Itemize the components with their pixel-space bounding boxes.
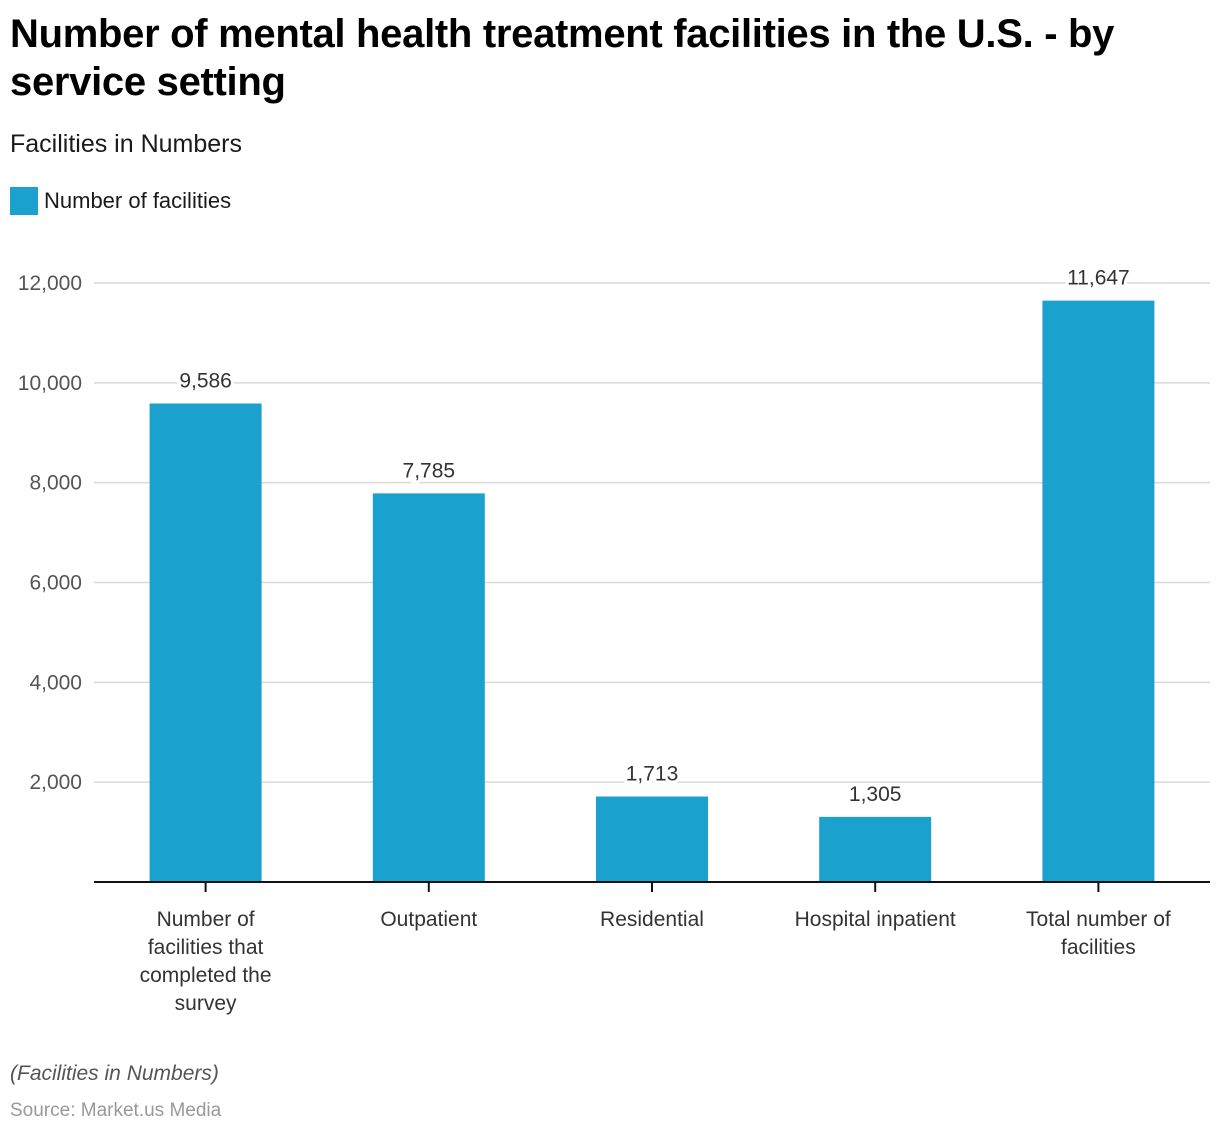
data-label: 7,785 [403, 459, 456, 482]
chart-source: Source: Market.us Media [10, 1100, 222, 1121]
y-tick-label: 4,000 [29, 671, 82, 694]
x-tick-label-line: Residential [600, 908, 704, 931]
data-label: 1,305 [849, 783, 902, 806]
bar [149, 403, 262, 882]
x-tick-label-line: facilities that [148, 936, 264, 959]
bar [372, 493, 485, 882]
data-label: 1,713 [626, 762, 679, 785]
x-tick-label-line: Hospital inpatient [795, 908, 956, 931]
bar [596, 796, 708, 882]
bar-chart: 2,000 4,000 6,000 8,000 10,000 12,000 9,586 7,7… [17, 266, 1210, 1015]
x-tick-label: Residential [600, 908, 704, 931]
chart-note: (Facilities in Numbers) [10, 1062, 219, 1085]
y-tick-label: 8,000 [29, 472, 82, 495]
bar [1042, 300, 1155, 882]
chart-subtitle: Facilities in Numbers [10, 130, 243, 158]
legend-label: Number of facilities [44, 188, 232, 213]
x-tick-label: Number of facilities that completed the sur… [140, 908, 272, 1015]
x-tick-label: Hospital inpatient [795, 908, 956, 931]
legend: Number of facilities [10, 187, 231, 215]
y-tick-label: 6,000 [29, 572, 82, 595]
legend-swatch [10, 187, 38, 215]
bar [819, 816, 932, 882]
x-tick-label-line: Total number of [1026, 908, 1171, 931]
x-tick-label-line: Number of [157, 908, 255, 931]
x-tick-label: Total number of facilities [1026, 908, 1171, 959]
y-tick-label: 2,000 [29, 771, 82, 794]
data-label: 11,647 [1067, 267, 1130, 290]
x-tick-label: Outpatient [380, 908, 477, 931]
chart-title: Number of mental health treatment facili… [10, 12, 1115, 104]
x-tick-label-line: Outpatient [380, 908, 477, 931]
y-tick-label: 12,000 [18, 272, 82, 295]
x-tick-label-line: survey [175, 992, 237, 1015]
data-label: 9,586 [179, 369, 232, 392]
y-tick-label: 10,000 [18, 372, 82, 395]
x-tick-label-line: completed the [140, 964, 272, 987]
x-tick-label-line: facilities [1061, 936, 1136, 959]
